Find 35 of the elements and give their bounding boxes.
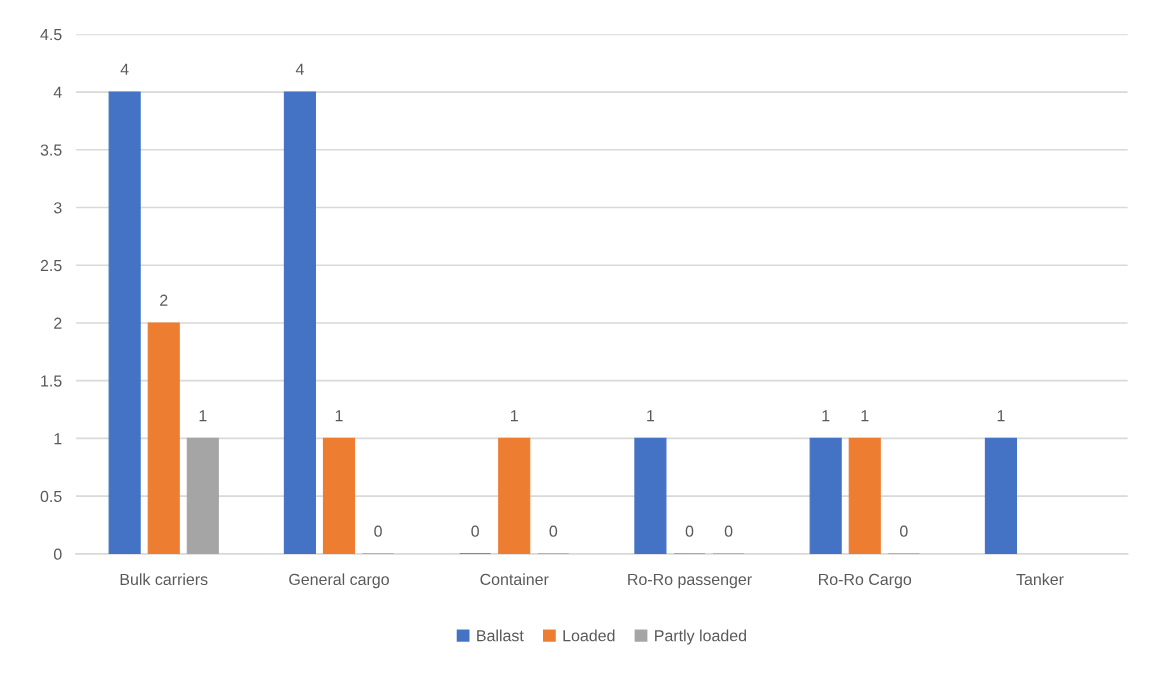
data-label: 4 — [295, 63, 304, 75]
legend-label: Partly loaded — [655, 629, 746, 645]
data-label: 0 — [724, 525, 733, 537]
y-tick-label: 4 — [53, 86, 62, 98]
y-tick-label: 2.5 — [40, 259, 62, 272]
y-tick-label: 0 — [53, 548, 62, 560]
y-tick-label: 3.5 — [40, 144, 62, 156]
x-tick-label: Tanker — [1016, 573, 1064, 586]
data-label: 1 — [335, 410, 343, 422]
data-label: 1 — [511, 410, 518, 422]
x-tick-label: General cargo — [289, 573, 389, 589]
legend-label: Loaded — [563, 629, 615, 642]
x-tick-label: Ro-Ro Cargo — [819, 573, 912, 589]
legend-label: Ballast — [477, 629, 524, 642]
data-label: 4 — [120, 63, 129, 75]
y-tick-label: 1 — [54, 433, 62, 445]
y-tick-label: 1.5 — [41, 375, 62, 387]
x-tick-label: Bulk carriers — [120, 573, 208, 586]
data-label: 0 — [685, 525, 694, 537]
y-tick-label: 4.5 — [40, 29, 62, 41]
data-label: 0 — [471, 525, 479, 537]
data-label: 1 — [861, 410, 869, 422]
data-label: 0 — [549, 525, 558, 537]
data-label: 1 — [822, 410, 830, 422]
data-label: 1 — [997, 410, 1005, 422]
x-tick-label: Container — [480, 573, 549, 586]
y-tick-label: 2 — [54, 317, 62, 329]
y-tick-label: 3 — [53, 202, 62, 214]
x-tick-label: Ro-Ro passenger — [628, 573, 752, 589]
data-label: 0 — [374, 525, 382, 537]
data-label: 0 — [900, 525, 908, 537]
data-label: 1 — [199, 410, 207, 422]
y-tick-label: 0.5 — [40, 490, 62, 503]
data-label: 2 — [160, 294, 168, 306]
data-label: 1 — [647, 410, 655, 422]
